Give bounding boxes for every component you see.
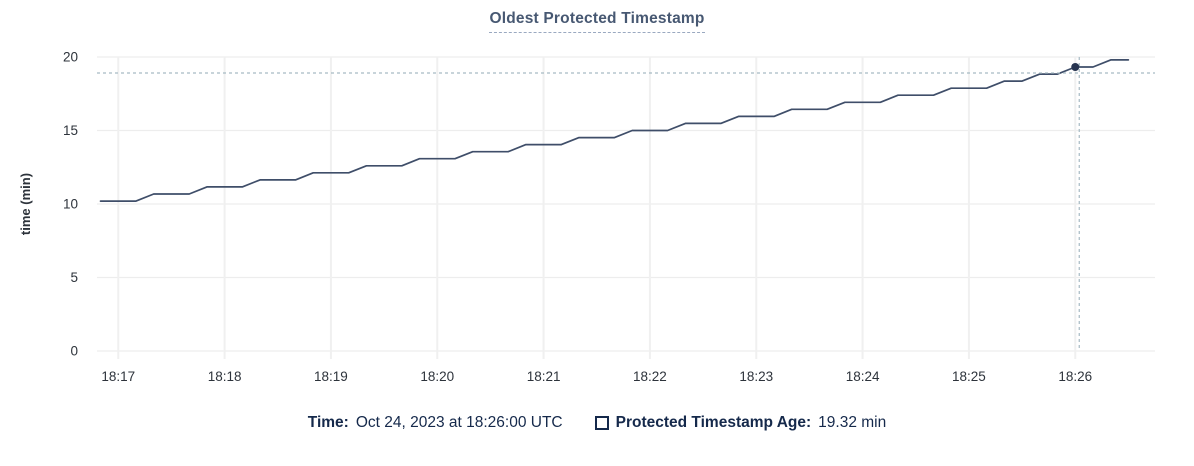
- x-tick-label: 18:20: [420, 369, 454, 384]
- x-tick-label: 18:21: [527, 369, 561, 384]
- hover-dot: [1071, 62, 1080, 71]
- y-tick-label: 15: [63, 123, 78, 138]
- hover-time-value: Oct 24, 2023 at 18:26:00 UTC: [355, 414, 563, 431]
- x-tick-label: 18:25: [952, 369, 986, 384]
- y-tick-label: 0: [70, 344, 78, 359]
- y-tick-label: 20: [63, 50, 78, 65]
- protected-timestamp-age-line: [99, 59, 1130, 202]
- legend-checkbox-icon[interactable]: [594, 416, 609, 430]
- x-tick-label: 18:22: [633, 369, 667, 384]
- hover-crosshair: [97, 57, 1155, 351]
- chart-title[interactable]: Oldest Protected Timestamp: [489, 10, 705, 33]
- x-tick-label: 18:17: [101, 369, 135, 384]
- axis-labels: 0 5 10 15 20 18:17 18:18 18:19 18:20 18:21 18:22 18…: [18, 50, 1092, 385]
- x-tick-label: 18:19: [314, 369, 348, 384]
- x-tick-label: 18:26: [1058, 369, 1092, 384]
- gridlines: [97, 56, 1155, 359]
- chart-canvas: 0 5 10 15 20 18:17 18:18 18:19 18:20 18:21 18:22 18…: [18, 50, 1155, 385]
- y-tick-label: 10: [63, 197, 78, 212]
- x-tick-label: 18:23: [739, 369, 773, 384]
- hover-time-label: Time:: [307, 414, 349, 431]
- hover-legend-bar: Time: Oct 24, 2023 at 18:26:00 UTC Prote…: [0, 414, 1194, 432]
- legend-series-value: 19.32 min: [818, 414, 887, 431]
- x-tick-label: 18:18: [208, 369, 242, 384]
- plot-hover-area[interactable]: [97, 57, 1155, 351]
- chart-title-row: Oldest Protected Timestamp: [0, 10, 1194, 33]
- hover-time: Time: Oct 24, 2023 at 18:26:00 UTC: [308, 414, 563, 432]
- legend-item-protected-timestamp-age[interactable]: Protected Timestamp Age: 19.32 min: [594, 414, 887, 432]
- hover-point-dot: [1071, 62, 1080, 71]
- y-tick-label: 5: [70, 270, 78, 285]
- legend-series-label: Protected Timestamp Age:: [615, 414, 812, 431]
- y-axis-title: time (min): [18, 173, 33, 235]
- x-tick-label: 18:24: [846, 369, 880, 384]
- series-line: [99, 59, 1130, 202]
